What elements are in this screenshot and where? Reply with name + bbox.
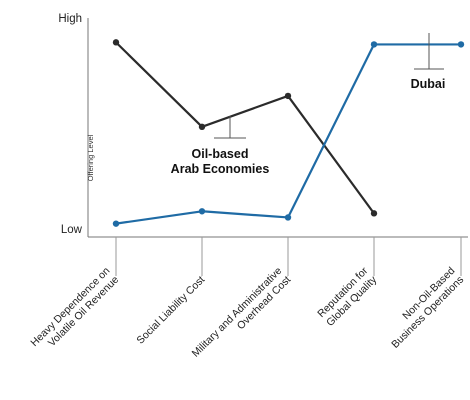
dubai-series-label: Dubai (411, 77, 446, 91)
data-point-dubai-3 (370, 41, 378, 48)
dubai-annotation: Dubai (411, 33, 446, 91)
series-line-oil-based-arab-economies (115, 41, 375, 214)
data-point-dubai-0 (112, 220, 120, 227)
y-axis-label: Offering Level (86, 134, 95, 181)
x-category-label-1: Social Liability Cost (134, 274, 207, 347)
x-category-label-0-line-0: Heavy Dependence on (28, 265, 112, 349)
series-line-dubai (115, 43, 461, 225)
oil-series-label-line2: Arab Economies (171, 162, 270, 176)
oil-annotation: Oil-based Arab Economies (171, 116, 270, 176)
x-ticks-group (115, 237, 462, 276)
data-point-oil-based-arab-economies-3 (370, 210, 378, 217)
data-point-oil-based-arab-economies-2 (284, 92, 292, 100)
y-tick-high: High (58, 13, 82, 25)
series-group (112, 39, 465, 227)
data-point-dubai-1 (198, 208, 206, 215)
y-tick-low: Low (61, 224, 83, 236)
x-category-label-1-line-0: Social Liability Cost (134, 274, 207, 347)
data-point-dubai-4 (457, 41, 465, 48)
data-point-dubai-2 (284, 214, 292, 221)
data-point-oil-based-arab-economies-1 (198, 123, 206, 131)
data-point-oil-based-arab-economies-0 (112, 39, 120, 46)
oil-series-label-line1: Oil-based (192, 147, 249, 161)
